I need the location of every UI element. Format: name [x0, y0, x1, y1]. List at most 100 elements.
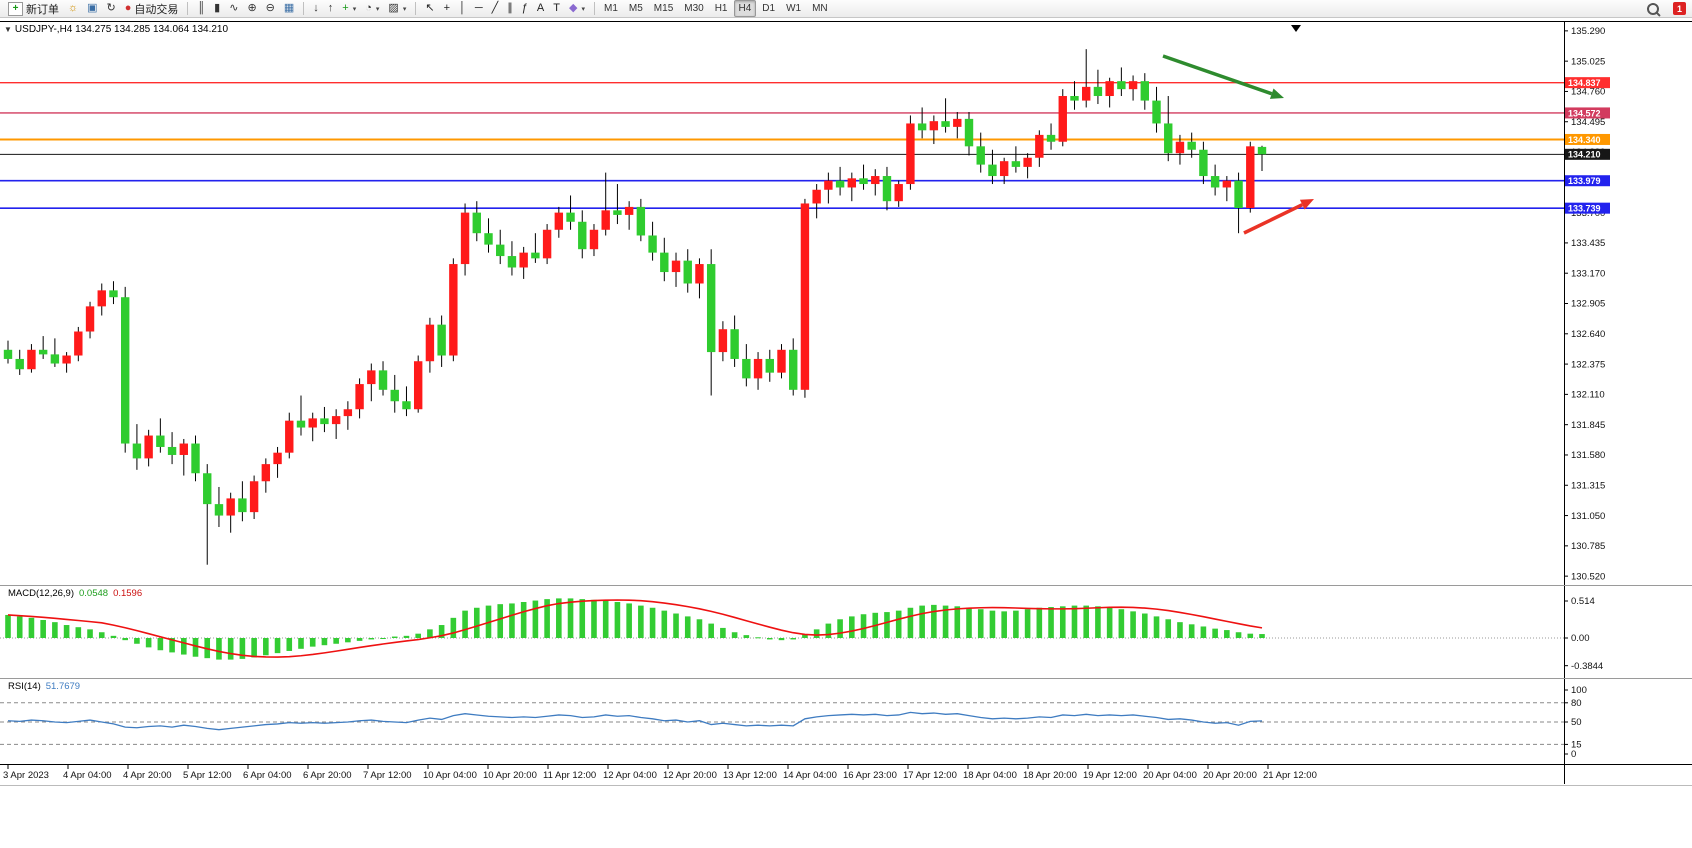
macd-bar	[1013, 610, 1019, 638]
auto-trading-button[interactable]: ● 自动交易	[121, 0, 183, 17]
timeframe-group: M1 M5 M15 M30 H1 H4 D1 W1 MN	[599, 0, 833, 17]
chart-down-icon[interactable]: ↓	[309, 0, 323, 17]
trend-arrow-head	[1269, 88, 1284, 99]
macd-bar	[1177, 622, 1183, 638]
macd-bar	[743, 635, 750, 638]
macd-tick-label: 0.514	[1571, 596, 1595, 607]
time-tick-label: 17 Apr 12:00	[903, 770, 957, 781]
new-order-button[interactable]: + 新订单	[4, 0, 63, 17]
candle-bullish	[1246, 146, 1255, 209]
candle-bearish	[859, 178, 868, 185]
timeframe-d1[interactable]: D1	[762, 3, 776, 14]
crosshair-icon[interactable]: +	[440, 0, 454, 17]
rsi-tick-label: 100	[1571, 685, 1587, 696]
macd-bar	[1059, 606, 1066, 638]
candle-bearish	[742, 358, 751, 379]
candle-bullish	[800, 203, 810, 390]
trend-arrow-1[interactable]	[1162, 54, 1273, 96]
channel-icon[interactable]: ∥	[503, 0, 517, 17]
refresh-icon[interactable]: ↻	[103, 0, 120, 17]
macd-bar	[532, 600, 539, 638]
macd-bar	[520, 602, 527, 638]
toolbar-separator	[415, 2, 417, 15]
refresh-icon: ↻	[106, 2, 116, 14]
candle-bullish	[413, 361, 423, 410]
macd-bar	[309, 638, 316, 647]
search-icon[interactable]	[1647, 2, 1659, 15]
macd-bar	[591, 599, 597, 638]
notification-badge[interactable]: 1	[1673, 2, 1686, 15]
time-tick-label: 19 Apr 12:00	[1083, 770, 1137, 781]
macd-bar	[626, 603, 632, 638]
candle-bearish	[1093, 86, 1103, 97]
macd-bar	[227, 638, 234, 660]
candle-bullish	[62, 355, 71, 364]
chart-shift-marker[interactable]	[1291, 25, 1301, 32]
time-tick-label: 11 Apr 12:00	[543, 770, 596, 781]
shapes-icon[interactable]: ◆ ▾	[565, 0, 589, 17]
timeframe-m15[interactable]: M15	[653, 3, 674, 14]
timeframe-m5[interactable]: M5	[628, 3, 643, 14]
vertical-line-icon[interactable]: │	[455, 0, 470, 17]
templates-icon[interactable]: ▨ ▾	[384, 0, 410, 17]
macd-bar	[134, 638, 140, 644]
macd-bar	[673, 613, 679, 638]
vertical-line-icon: │	[459, 2, 466, 14]
price-tick-label: 130.520	[1571, 571, 1605, 582]
trend-arrow-2[interactable]	[1243, 203, 1304, 235]
text-label-icon[interactable]: T	[549, 0, 564, 17]
trendline-icon[interactable]: ╱	[488, 0, 503, 17]
candle-bullish	[355, 384, 364, 410]
bar-chart-icon[interactable]: ║	[193, 0, 209, 17]
text-icon[interactable]: A	[533, 0, 548, 17]
tile-windows-icon[interactable]: ▦	[280, 0, 298, 17]
macd-bar	[391, 636, 398, 638]
time-tick-label: 6 Apr 20:00	[303, 770, 352, 781]
candle-bullish	[273, 452, 282, 465]
macd-bar	[333, 638, 339, 644]
candle-bearish	[1117, 81, 1126, 90]
timeframe-w1[interactable]: W1	[786, 3, 802, 14]
macd-bar	[567, 598, 574, 638]
add-indicator-icon[interactable]: + ▾	[338, 0, 360, 17]
dropdown-caret-icon: ▾	[581, 5, 585, 13]
macd-bar	[298, 638, 304, 649]
market-watch-icon[interactable]: ☼	[64, 0, 82, 17]
zoom-out-icon[interactable]: ⊖	[262, 0, 279, 17]
candle-bullish	[718, 329, 728, 353]
line-chart-icon[interactable]: ∿	[225, 0, 242, 17]
cursor-icon[interactable]: ↖	[421, 0, 438, 17]
zoom-in-icon[interactable]: ⊕	[243, 0, 260, 17]
price-tick-label: 130.785	[1571, 541, 1605, 552]
macd-bar	[180, 638, 187, 655]
collapse-arrow-icon[interactable]: ▼	[4, 25, 12, 34]
terminal-icon[interactable]: ▣	[83, 0, 101, 17]
candle-bullish	[589, 229, 599, 250]
macd-bar	[345, 638, 351, 643]
macd-bar	[98, 632, 105, 638]
price-tag-label: 133.739	[1568, 204, 1601, 214]
timeframe-m1[interactable]: M1	[603, 3, 618, 14]
time-tick-label: 13 Apr 12:00	[723, 770, 777, 781]
macd-bar	[544, 599, 550, 638]
fibonacci-icon[interactable]: ƒ	[518, 0, 532, 17]
toolbar: + 新订单 ☼ ▣ ↻ ● 自动交易 ║ ▮ ∿ ⊕ ⊖ ▦ ↓ ↑ + ▾ ◔ ▾ ▨ ▾ ↖ + │ ─ ╱ ∥ ƒ A T ◆ ▾ M1…	[0, 0, 1692, 18]
chart-up-icon[interactable]: ↑	[324, 0, 338, 17]
periods-icon[interactable]: ◔ ▾	[361, 0, 383, 17]
candlestick-chart-icon[interactable]: ▮	[210, 0, 224, 17]
candle-bullish	[449, 264, 458, 356]
macd-value-main: 0.0548	[79, 588, 109, 599]
candle-bullish	[824, 180, 833, 190]
candle-bearish	[976, 146, 985, 165]
macd-bar	[837, 619, 843, 638]
macd-bar	[1118, 609, 1125, 638]
timeframe-m30[interactable]: M30	[684, 3, 704, 14]
timeframe-h1[interactable]: H1	[714, 3, 728, 14]
candle-bearish	[472, 212, 481, 234]
price-tick-label: 135.290	[1571, 26, 1605, 37]
candle-bullish	[27, 349, 36, 370]
timeframe-h4[interactable]: H4	[733, 0, 757, 17]
timeframe-mn[interactable]: MN	[812, 3, 828, 14]
horizontal-line-icon[interactable]: ─	[471, 0, 487, 17]
